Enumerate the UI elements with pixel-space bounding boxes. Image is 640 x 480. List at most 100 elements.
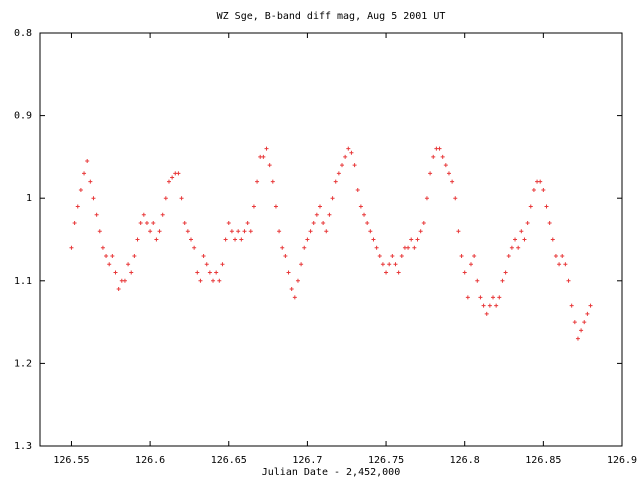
data-point: [522, 237, 527, 242]
data-point: [233, 237, 238, 242]
data-point: [160, 212, 165, 217]
data-point: [163, 196, 168, 201]
data-point: [154, 237, 159, 242]
data-point: [519, 229, 524, 234]
y-tick-label: 0.9: [14, 111, 32, 122]
data-point: [572, 320, 577, 325]
data-point: [69, 245, 74, 250]
data-point: [362, 212, 367, 217]
data-point: [236, 229, 241, 234]
data-point: [468, 262, 473, 267]
data-point: [547, 220, 552, 225]
data-point: [487, 303, 492, 308]
data-point: [223, 237, 228, 242]
data-point: [516, 245, 521, 250]
data-point: [484, 311, 489, 316]
data-point: [267, 163, 272, 168]
data-point: [333, 179, 338, 184]
data-point: [299, 262, 304, 267]
x-axis-label: Julian Date - 2,452,000: [262, 467, 400, 478]
data-point: [472, 254, 477, 259]
data-point: [330, 196, 335, 201]
data-point: [412, 245, 417, 250]
data-point: [500, 278, 505, 283]
data-point: [566, 278, 571, 283]
data-point: [198, 278, 203, 283]
data-point: [122, 278, 127, 283]
data-point: [242, 229, 247, 234]
data-point: [406, 245, 411, 250]
data-point: [261, 154, 266, 159]
data-point: [450, 179, 455, 184]
data-point: [157, 229, 162, 234]
data-point: [78, 187, 83, 192]
y-tick-label: 1: [26, 193, 32, 204]
data-point: [283, 254, 288, 259]
data-point: [255, 179, 260, 184]
data-point: [170, 175, 175, 180]
data-point: [214, 270, 219, 275]
data-point: [229, 229, 234, 234]
data-point: [289, 287, 294, 292]
data-point: [302, 245, 307, 250]
data-point: [280, 245, 285, 250]
data-point: [72, 220, 77, 225]
data-point: [456, 229, 461, 234]
data-point: [541, 187, 546, 192]
data-point: [192, 245, 197, 250]
data-point: [579, 328, 584, 333]
chart-title: WZ Sge, B-band diff mag, Aug 5 2001 UT: [217, 11, 446, 22]
data-point: [75, 204, 80, 209]
data-point: [211, 278, 216, 283]
data-point: [415, 237, 420, 242]
data-point: [569, 303, 574, 308]
data-point: [428, 171, 433, 176]
data-point: [251, 204, 256, 209]
data-point: [531, 187, 536, 192]
data-point: [409, 237, 414, 242]
data-point: [85, 159, 90, 164]
data-point: [88, 179, 93, 184]
data-point: [144, 220, 149, 225]
data-point: [277, 229, 282, 234]
data-point: [387, 262, 392, 267]
data-point: [390, 254, 395, 259]
x-tick-label: 126.65: [211, 455, 247, 466]
data-point: [104, 254, 109, 259]
data-point: [324, 229, 329, 234]
data-point: [340, 163, 345, 168]
data-point: [97, 229, 102, 234]
data-point: [437, 146, 442, 151]
data-point: [129, 270, 134, 275]
data-point: [126, 262, 131, 267]
data-point: [204, 262, 209, 267]
data-point: [317, 204, 322, 209]
data-point: [179, 196, 184, 201]
data-point: [91, 196, 96, 201]
data-point: [248, 229, 253, 234]
data-point: [138, 220, 143, 225]
data-point: [182, 220, 187, 225]
data-point: [270, 179, 275, 184]
data-point: [346, 146, 351, 151]
x-tick-label: 126.75: [368, 455, 404, 466]
data-point: [443, 163, 448, 168]
plot-border: [39, 32, 623, 447]
data-point: [491, 295, 496, 300]
data-point: [421, 220, 426, 225]
data-point: [553, 254, 558, 259]
data-point: [305, 237, 310, 242]
data-point: [374, 245, 379, 250]
data-point: [166, 179, 171, 184]
data-point: [116, 287, 121, 292]
data-point: [321, 220, 326, 225]
data-point: [201, 254, 206, 259]
data-point: [82, 171, 87, 176]
data-point: [110, 254, 115, 259]
data-point: [113, 270, 118, 275]
data-point: [352, 163, 357, 168]
data-point: [185, 229, 190, 234]
data-point: [308, 229, 313, 234]
data-point: [384, 270, 389, 275]
data-point: [132, 254, 137, 259]
